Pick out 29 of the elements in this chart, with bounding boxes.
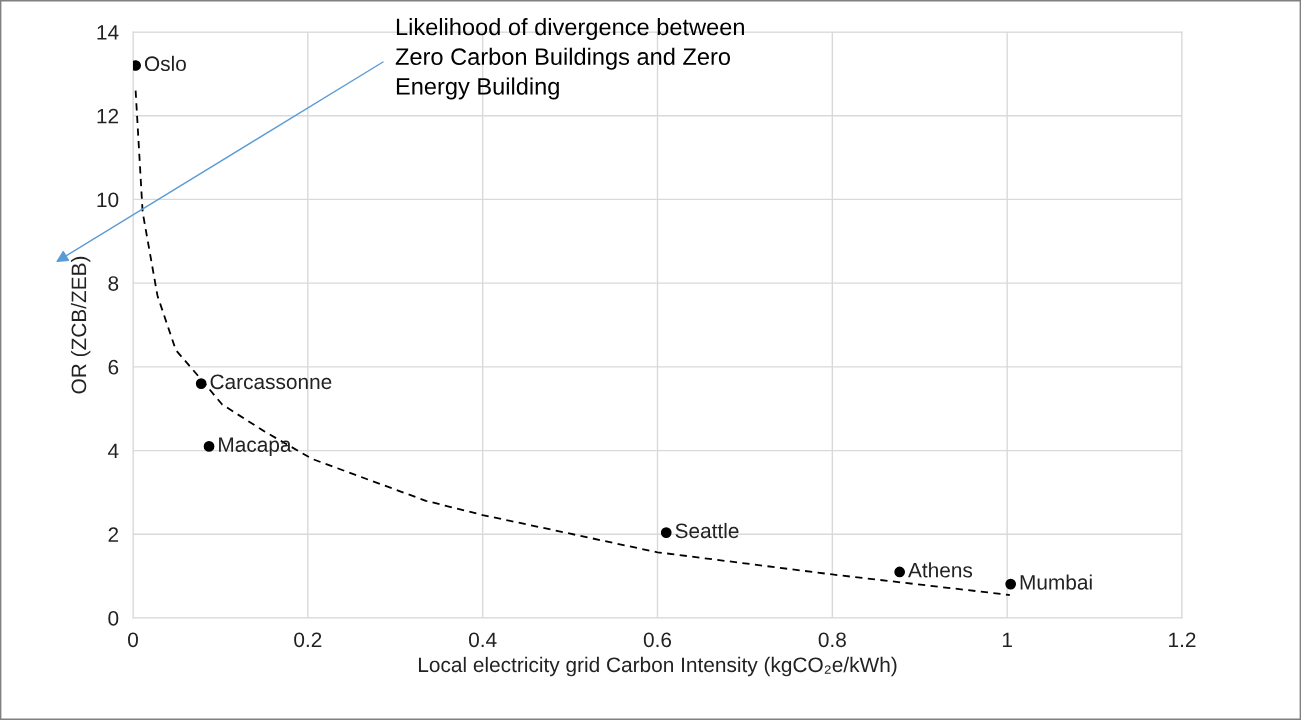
- x-tick-label: 1.2: [1169, 632, 1196, 647]
- x-tick-label: 0.8: [818, 632, 846, 648]
- x-axis-title: Local electricity grid Carbon Intensity (kgCO₂e/kWh): [418, 656, 897, 677]
- y-tick-label: 2: [108, 527, 119, 542]
- point: [203, 441, 215, 452]
- x-tick-label: 0.4: [469, 632, 497, 648]
- y-tick-label: 10: [97, 192, 119, 208]
- annotation: Oslo: [144, 55, 186, 72]
- annotation: Likelihood of divergence between Zero Carbon Buildings and Zero Energy Building: [395, 18, 744, 100]
- point: [660, 527, 672, 538]
- x-tick-label: 1: [1002, 632, 1012, 647]
- y-axis-title: OR (ZCB/ZEB): [70, 256, 91, 394]
- point: [894, 566, 905, 578]
- point: [195, 378, 207, 389]
- y-tick-label: 6: [108, 359, 119, 375]
- y-tick-label: 4: [108, 443, 119, 459]
- annotation: Seattle: [675, 522, 739, 539]
- y-tick-label: 12: [97, 108, 119, 124]
- x-tick-label: 0: [128, 632, 138, 648]
- point: [1005, 578, 1017, 590]
- annotation: Carcassonne: [210, 374, 332, 390]
- annotation: Macapa: [219, 437, 292, 457]
- x-tick-label: 0.2: [294, 632, 322, 648]
- annotation: Athens: [908, 562, 973, 578]
- annotation: Mumbai: [1020, 574, 1092, 590]
- x-tick-label: 0.6: [643, 632, 672, 648]
- y-tick-label: 8: [108, 276, 119, 291]
- y-tick-label: 14: [97, 25, 119, 40]
- y-tick-label: 0: [108, 611, 119, 626]
